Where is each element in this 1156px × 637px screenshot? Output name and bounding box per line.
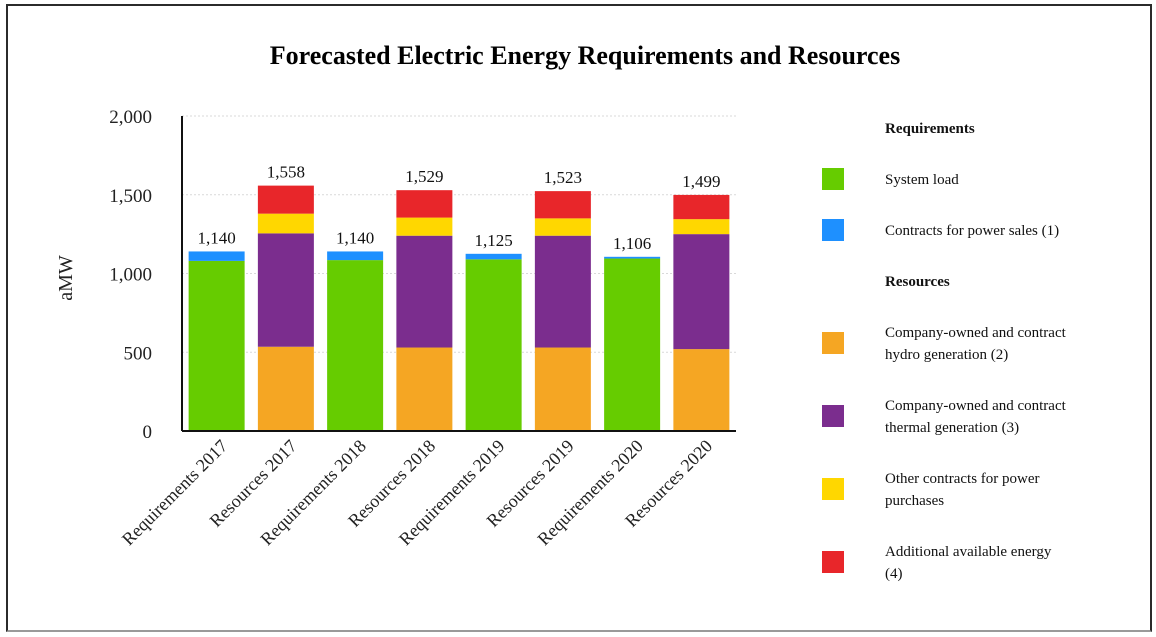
legend-label: Company-owned and contract xyxy=(885,325,1067,341)
bar-segment xyxy=(604,258,661,431)
legend-label: Other contracts for power xyxy=(885,471,1040,487)
bar-segment xyxy=(465,253,522,260)
bar-segment xyxy=(396,347,453,431)
bar-segment xyxy=(465,259,522,431)
legend-swatch xyxy=(822,478,844,500)
bar-segment xyxy=(396,190,453,218)
data-labels: 1,140 1,558 1,140 1,529 1,125 1,523 1,106 1,499 xyxy=(198,163,721,253)
bar-segment xyxy=(604,256,661,259)
bar-segment xyxy=(673,234,730,350)
legend-label: Contracts for power sales (1) xyxy=(885,223,1059,239)
bars xyxy=(188,185,730,431)
legend: Requirements System load Contracts for pow… xyxy=(822,121,1067,582)
legend-label: hydro generation (2) xyxy=(885,347,1008,363)
bar-segment xyxy=(396,235,453,348)
total-data-label: 1,140 xyxy=(336,228,374,247)
bar-segment xyxy=(257,346,314,431)
legend-label: purchases xyxy=(885,493,944,509)
bar-segment xyxy=(534,191,591,219)
bar-segment xyxy=(257,185,314,214)
legend-swatch xyxy=(822,219,844,241)
legend-label: System load xyxy=(885,172,959,188)
legend-label: Additional available energy xyxy=(885,544,1052,560)
bar-segment xyxy=(257,233,314,347)
y-tick-label: 0 xyxy=(143,422,153,443)
chart-title: Forecasted Electric Energy Requirements … xyxy=(270,41,900,70)
total-data-label: 1,125 xyxy=(475,231,513,250)
bar-segment xyxy=(257,213,314,234)
x-tick-label: Requirements 2017 xyxy=(118,436,231,549)
total-data-label: 1,523 xyxy=(544,168,582,187)
legend-swatch xyxy=(822,168,844,190)
y-axis-label: aMW xyxy=(55,255,77,301)
bar-segment xyxy=(396,217,453,236)
y-tick-labels: 0 500 1,000 1,500 2,000 xyxy=(109,107,152,443)
bar-segment xyxy=(534,218,591,236)
bar-segment xyxy=(534,235,591,348)
axes xyxy=(181,116,736,432)
total-data-label: 1,529 xyxy=(405,167,443,186)
bar-segment xyxy=(327,251,384,261)
total-data-label: 1,140 xyxy=(198,228,236,247)
total-data-label: 1,499 xyxy=(682,172,720,191)
legend-heading: Resources xyxy=(885,274,950,290)
y-tick-label: 2,000 xyxy=(109,107,152,128)
legend-label: Company-owned and contract xyxy=(885,398,1067,414)
bar-segment xyxy=(673,219,730,235)
bar-segment xyxy=(673,194,730,220)
y-tick-label: 500 xyxy=(124,343,153,364)
legend-label: (4) xyxy=(885,566,903,582)
bar-segment xyxy=(534,347,591,431)
y-tick-label: 1,500 xyxy=(109,186,152,207)
legend-swatch xyxy=(822,332,844,354)
legend-heading: Requirements xyxy=(885,121,975,137)
bar-segment xyxy=(673,349,730,431)
legend-label: thermal generation (3) xyxy=(885,420,1019,436)
legend-swatch xyxy=(822,551,844,573)
bar-segment xyxy=(188,251,245,261)
y-tick-label: 1,000 xyxy=(109,265,152,286)
bar-segment xyxy=(327,260,384,431)
legend-swatch xyxy=(822,405,844,427)
bar-segment xyxy=(188,260,245,431)
total-data-label: 1,106 xyxy=(613,234,651,253)
total-data-label: 1,558 xyxy=(267,163,305,182)
